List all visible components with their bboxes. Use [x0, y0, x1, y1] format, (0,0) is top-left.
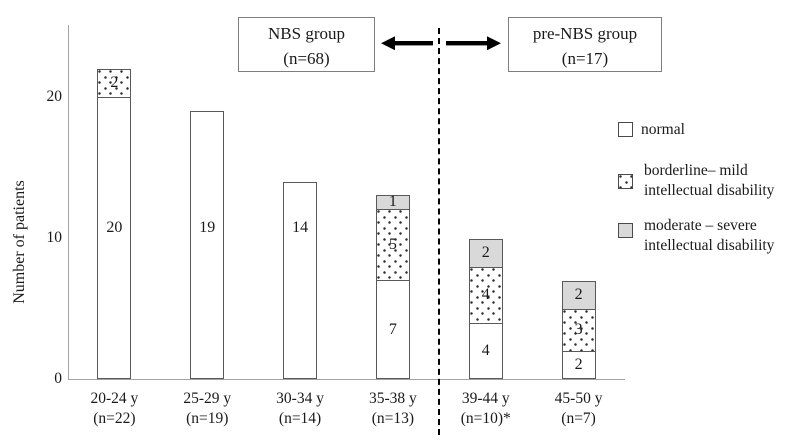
x-category-label: 25-29 y (n=19)	[183, 390, 232, 427]
bar-segment-value: 2	[574, 286, 583, 303]
legend-swatch-moderate-severe	[618, 223, 633, 238]
bar-segment-value: 2	[481, 244, 490, 261]
x-category-label: 45-50 y (n=7)	[554, 390, 603, 427]
bar-segment-value: 3	[574, 321, 583, 338]
bar-segment-dotted	[375, 209, 410, 281]
legend-label-normal: normal	[641, 121, 685, 138]
x-category-label: 20-24 y (n=22)	[90, 390, 139, 427]
bar-segment-value: 20	[106, 219, 123, 236]
nbs-group-subtitle: (n=68)	[283, 49, 330, 68]
bar-segment-dotted	[468, 267, 503, 324]
bar-segment-value: 4	[481, 342, 490, 359]
bar-segment-value: 4	[481, 286, 490, 303]
bar-segment-value: 14	[292, 219, 309, 236]
bar-segment-value: 1	[388, 193, 397, 210]
legend-label-borderline-mild: borderline– mild intellectual disability	[644, 162, 775, 199]
bar-segment-white	[283, 182, 318, 379]
bar-segment-value: 5	[388, 235, 397, 253]
pre-nbs-group-subtitle: (n=17)	[561, 49, 609, 68]
bar-segment-white	[97, 97, 132, 379]
x-category-label: 35-38 y (n=13)	[369, 390, 417, 427]
pre-nbs-group-title: pre-NBS group	[532, 24, 638, 43]
x-category-label: 30-34 y (n=14)	[276, 390, 324, 427]
bar-segment-dotted	[561, 309, 596, 352]
bar-segment-dotted	[97, 69, 132, 98]
group-divider-dashed-line	[438, 28, 440, 435]
left-right-arrows-icon	[381, 36, 501, 51]
y-tick-label: 10	[46, 229, 63, 246]
nbs-group-title: NBS group	[268, 24, 345, 43]
legend-swatch-normal	[618, 122, 633, 137]
x-axis-line	[68, 379, 625, 380]
y-axis-line	[68, 25, 69, 379]
bar-segment-gray	[468, 239, 503, 268]
bar-segment-value: 7	[388, 320, 397, 338]
bar-segment-gray	[561, 281, 596, 310]
bar-segment-value: 19	[199, 219, 216, 236]
bar-segment-white	[468, 323, 503, 379]
nbs-group-box: NBS group (n=68)	[238, 17, 375, 72]
pre-nbs-group-box: pre-NBS group (n=17)	[508, 17, 662, 72]
bar-segment-white	[375, 280, 410, 379]
y-tick-label: 0	[54, 370, 62, 387]
bar-segment-white	[190, 111, 225, 379]
bar-segment-gray	[375, 195, 410, 210]
bar-segment-value: 2	[110, 74, 119, 91]
y-tick-label: 20	[46, 88, 63, 105]
x-category-label: 39-44 y (n=10)*	[460, 390, 511, 427]
bar-segment-value: 2	[574, 356, 583, 373]
legend-swatch-borderline-mild	[618, 174, 633, 189]
legend-label-moderate-severe: moderate – severe intellectual disabilit…	[644, 217, 775, 254]
